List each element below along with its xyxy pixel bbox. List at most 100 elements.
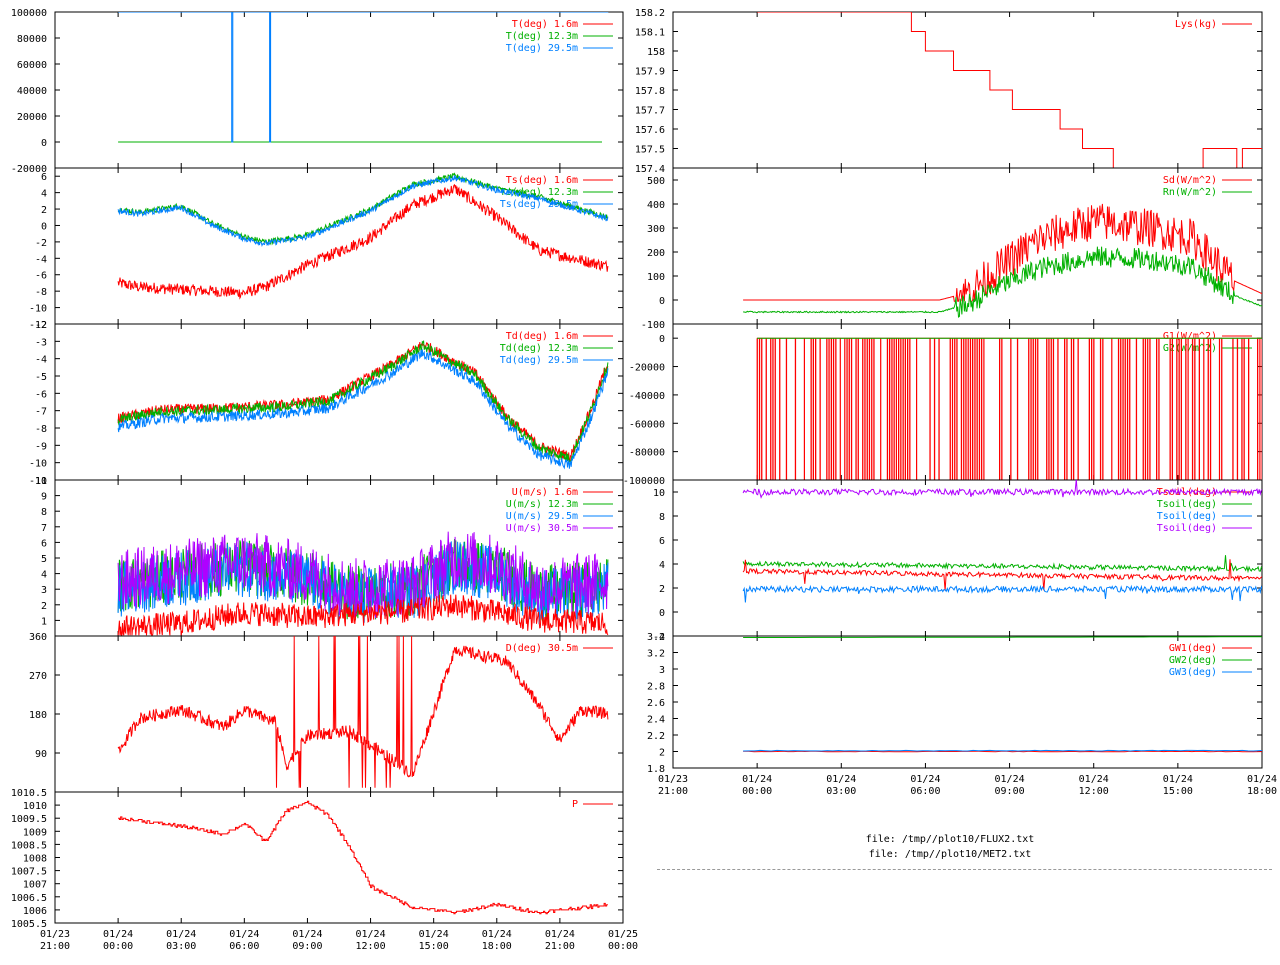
x-tick-label-time: 21:00: [545, 941, 575, 952]
y-tick-label: 60000: [17, 60, 47, 71]
y-tick-label: 3.2: [647, 649, 665, 660]
y-tick-label: 1010: [23, 801, 47, 812]
legend-label: GW1(deg): [1169, 643, 1217, 654]
y-tick-label: 0: [659, 608, 665, 619]
legend-label: T(deg) 1.6m: [512, 19, 578, 30]
y-tick-label: -20000: [629, 363, 665, 374]
legend-label: Td(deg) 12.3m: [500, 343, 578, 354]
y-tick-label: 0: [41, 138, 47, 149]
y-tick-label: 157.8: [635, 86, 665, 97]
y-tick-label: 1.8: [647, 764, 665, 775]
y-tick-label: 500: [647, 176, 665, 187]
x-tick-label-date: 01/24: [229, 929, 259, 940]
x-tick-label-time: 03:00: [166, 941, 196, 952]
x-tick-label-date: 01/24: [742, 774, 772, 785]
y-tick-label: 20000: [17, 112, 47, 123]
series-td-29m: [117, 349, 609, 470]
y-tick-label: 80000: [17, 34, 47, 45]
y-tick-label: -2: [653, 632, 665, 643]
x-tick-label-date: 01/24: [356, 929, 386, 940]
y-tick-label: -10: [29, 304, 47, 315]
series-ts-29m: [117, 175, 609, 248]
y-tick-label: 157.9: [635, 67, 665, 78]
y-tick-label: 2.8: [647, 682, 665, 693]
x-tick-label-date: 01/24: [1079, 774, 1109, 785]
legend-label: Tsoil(deg): [1157, 499, 1217, 510]
series-tsoil-1: [742, 559, 1262, 591]
y-tick-label: 2: [659, 584, 665, 595]
legend-label: G2(W/m^2): [1163, 343, 1217, 354]
y-tick-label: 157.5: [635, 145, 665, 156]
y-tick-label: 1005.5: [11, 919, 47, 930]
y-tick-label: 1006: [23, 906, 47, 917]
y-tick-label: -100: [641, 320, 665, 331]
legend-label: D(deg) 30.5m: [506, 643, 578, 654]
series-t-29m: [118, 12, 609, 143]
x-tick-label-time: 00:00: [103, 941, 133, 952]
y-tick-label: 3: [659, 665, 665, 676]
x-tick-label-time: 18:00: [482, 941, 512, 952]
legend-label: U(m/s) 1.6m: [512, 487, 578, 498]
series-u-30m: [117, 531, 609, 618]
legend-label: Sd(W/m^2): [1163, 175, 1217, 186]
x-tick-label-date: 01/24: [1163, 774, 1193, 785]
legend-label: GW3(deg): [1169, 667, 1217, 678]
x-tick-label-date: 01/24: [995, 774, 1025, 785]
series-g1: [756, 337, 1262, 480]
file-note-flux: file: /tmp//plot10/FLUX2.txt: [865, 834, 1035, 845]
y-tick-label: 1010.5: [11, 788, 47, 799]
y-tick-label: -80000: [629, 448, 665, 459]
y-tick-label: 3: [41, 585, 47, 596]
y-tick-label: -40000: [629, 391, 665, 402]
y-tick-label: 7: [41, 523, 47, 534]
series-lys: [757, 12, 1262, 168]
y-tick-label: 6: [41, 172, 47, 183]
y-tick-label: 1: [41, 616, 47, 627]
legend-label: U(m/s) 29.5m: [506, 511, 578, 522]
legend-label: T(deg) 12.3m: [506, 31, 578, 42]
file-note-met: file: /tmp//plot10/MET2.txt: [868, 849, 1032, 860]
x-tick-label-time: 03:00: [826, 786, 856, 797]
x-tick-label-time: 09:00: [292, 941, 322, 952]
y-tick-label: 158.2: [635, 8, 665, 19]
x-tick-label-date: 01/24: [910, 774, 940, 785]
y-tick-label: 1009.5: [11, 814, 47, 825]
plot-frame-left-5: [54, 635, 624, 793]
y-tick-label: -7: [35, 407, 47, 418]
series-sd: [743, 203, 1262, 302]
series-gw2: [743, 636, 1262, 638]
y-tick-label: 4: [41, 570, 47, 581]
y-tick-label: -60000: [629, 419, 665, 430]
y-tick-label: -20000: [11, 164, 47, 175]
y-tick-label: -2: [35, 320, 47, 331]
y-tick-label: 2: [41, 205, 47, 216]
y-tick-label: 10: [35, 476, 47, 487]
y-tick-label: 4: [41, 189, 47, 200]
plot-frame-right-1: [672, 11, 1263, 169]
y-tick-label: 0: [41, 221, 47, 232]
y-tick-label: -2: [35, 238, 47, 249]
x-tick-label-time: 09:00: [995, 786, 1025, 797]
y-tick-label: 400: [647, 200, 665, 211]
series-rn: [743, 246, 1262, 318]
legend-label: Rn(W/m^2): [1163, 187, 1217, 198]
y-tick-label: -3: [35, 337, 47, 348]
y-tick-label: 2.4: [647, 715, 665, 726]
x-tick-label-date: 01/24: [419, 929, 449, 940]
y-tick-label: 3.4: [647, 632, 665, 643]
legend-label: G1(W/m^2): [1163, 331, 1217, 342]
legend-label: Td(deg) 1.6m: [506, 331, 578, 342]
series-ts-1m: [117, 183, 609, 300]
y-tick-label: 40000: [17, 86, 47, 97]
y-tick-label: 10: [653, 488, 665, 499]
x-tick-label-time: 21:00: [658, 786, 688, 797]
y-tick-label: 9: [41, 492, 47, 503]
y-tick-label: -6: [35, 271, 47, 282]
series-td-1m: [117, 341, 609, 463]
x-tick-label-time: 12:00: [1079, 786, 1109, 797]
x-tick-label-time: 06:00: [229, 941, 259, 952]
y-tick-label: 270: [29, 671, 47, 682]
y-tick-label: 0: [659, 296, 665, 307]
